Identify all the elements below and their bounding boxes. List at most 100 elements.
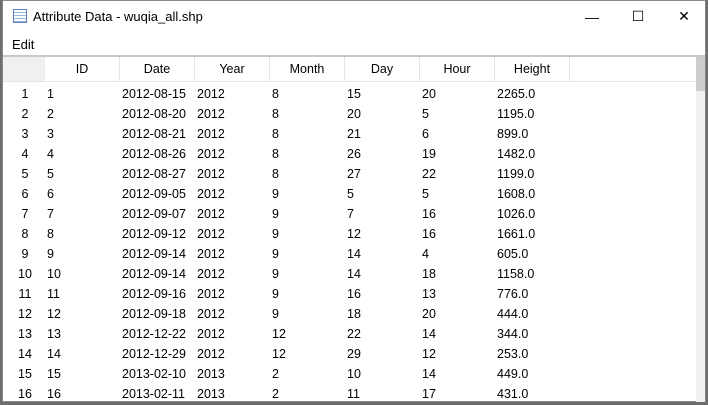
cell-month[interactable]: 8 <box>272 127 279 141</box>
cell-height[interactable]: 431.0 <box>497 387 529 401</box>
vertical-scrollbar[interactable] <box>696 57 705 402</box>
cell-date[interactable]: 2012-09-14 <box>122 267 186 281</box>
table-row[interactable]: 9 9 2012-09-14 2012 9 14 4 605.0 <box>3 244 697 264</box>
row-number[interactable]: 3 <box>21 127 29 141</box>
cell-height[interactable]: 776.0 <box>497 287 529 301</box>
table-row[interactable]: 15 15 2013-02-10 2013 2 10 14 449.0 <box>3 364 697 384</box>
cell-id[interactable]: 1 <box>47 87 54 101</box>
cell-id[interactable]: 13 <box>47 327 61 341</box>
cell-date[interactable]: 2013-02-11 <box>122 387 186 401</box>
row-number[interactable]: 15 <box>18 367 32 381</box>
table-row[interactable]: 16 16 2013-02-11 2013 2 11 17 431.0 <box>3 384 697 402</box>
cell-date[interactable]: 2012-08-27 <box>122 167 186 181</box>
cell-year[interactable]: 2012 <box>197 327 225 341</box>
cell-month[interactable]: 12 <box>272 327 286 341</box>
cell-year[interactable]: 2012 <box>197 307 225 321</box>
cell-day[interactable]: 10 <box>347 367 361 381</box>
row-number[interactable]: 14 <box>18 347 32 361</box>
row-number[interactable]: 8 <box>21 227 29 241</box>
menu-edit[interactable]: Edit <box>12 37 35 52</box>
cell-id[interactable]: 6 <box>47 187 54 201</box>
cell-id[interactable]: 14 <box>47 347 61 361</box>
cell-month[interactable]: 12 <box>272 347 286 361</box>
cell-hour[interactable]: 20 <box>422 87 436 101</box>
cell-id[interactable]: 4 <box>47 147 54 161</box>
table-row[interactable]: 1 1 2012-08-15 2012 8 15 20 2265.0 <box>3 84 697 104</box>
cell-day[interactable]: 14 <box>347 247 361 261</box>
cell-hour[interactable]: 5 <box>422 107 429 121</box>
column-header-month[interactable]: Month <box>270 57 345 81</box>
cell-month[interactable]: 8 <box>272 147 279 161</box>
cell-hour[interactable]: 6 <box>422 127 429 141</box>
column-header-hour[interactable]: Hour <box>420 57 495 81</box>
cell-id[interactable]: 7 <box>47 207 54 221</box>
row-number[interactable]: 2 <box>21 107 29 121</box>
cell-month[interactable]: 9 <box>272 247 279 261</box>
cell-hour[interactable]: 18 <box>422 267 436 281</box>
cell-day[interactable]: 11 <box>347 387 360 401</box>
cell-day[interactable]: 5 <box>347 187 354 201</box>
cell-date[interactable]: 2012-09-14 <box>122 247 186 261</box>
minimize-button[interactable]: — <box>585 8 599 25</box>
row-number[interactable]: 1 <box>21 87 29 101</box>
cell-hour[interactable]: 14 <box>422 367 436 381</box>
cell-month[interactable]: 9 <box>272 287 279 301</box>
cell-hour[interactable]: 14 <box>422 327 436 341</box>
cell-date[interactable]: 2013-02-10 <box>122 367 186 381</box>
cell-height[interactable]: 444.0 <box>497 307 529 321</box>
column-header-day[interactable]: Day <box>345 57 420 81</box>
cell-hour[interactable]: 12 <box>422 347 436 361</box>
cell-year[interactable]: 2012 <box>197 187 225 201</box>
column-header-id[interactable]: ID <box>45 57 120 81</box>
row-number[interactable]: 7 <box>21 207 29 221</box>
cell-date[interactable]: 2012-09-18 <box>122 307 186 321</box>
cell-day[interactable]: 27 <box>347 167 361 181</box>
cell-height[interactable]: 344.0 <box>497 327 529 341</box>
row-number[interactable]: 5 <box>21 167 29 181</box>
cell-hour[interactable]: 13 <box>422 287 436 301</box>
close-button[interactable]: ✕ <box>678 8 690 24</box>
header-corner[interactable] <box>3 57 45 81</box>
cell-hour[interactable]: 16 <box>422 227 436 241</box>
cell-month[interactable]: 8 <box>272 107 279 121</box>
table-row[interactable]: 13 13 2012-12-22 2012 12 22 14 344.0 <box>3 324 697 344</box>
cell-height[interactable]: 1661.0 <box>497 227 536 241</box>
table-row[interactable]: 14 14 2012-12-29 2012 12 29 12 253.0 <box>3 344 697 364</box>
scrollbar-thumb[interactable] <box>696 57 705 91</box>
cell-date[interactable]: 2012-12-29 <box>122 347 186 361</box>
table-row[interactable]: 12 12 2012-09-18 2012 9 18 20 444.0 <box>3 304 697 324</box>
cell-month[interactable]: 9 <box>272 187 279 201</box>
cell-hour[interactable]: 17 <box>422 387 436 401</box>
cell-day[interactable]: 15 <box>347 87 361 101</box>
cell-id[interactable]: 11 <box>47 287 60 301</box>
table-row[interactable]: 11 11 2012-09-16 2012 9 16 13 776.0 <box>3 284 697 304</box>
table-row[interactable]: 6 6 2012-09-05 2012 9 5 5 1608.0 <box>3 184 697 204</box>
cell-month[interactable]: 9 <box>272 267 279 281</box>
cell-month[interactable]: 2 <box>272 387 279 401</box>
cell-height[interactable]: 1195.0 <box>497 107 535 121</box>
cell-day[interactable]: 20 <box>347 107 361 121</box>
cell-height[interactable]: 1026.0 <box>497 207 536 221</box>
cell-month[interactable]: 9 <box>272 207 279 221</box>
cell-date[interactable]: 2012-08-15 <box>122 87 186 101</box>
row-number[interactable]: 13 <box>18 327 32 341</box>
cell-day[interactable]: 7 <box>347 207 354 221</box>
table-row[interactable]: 2 2 2012-08-20 2012 8 20 5 1195.0 <box>3 104 697 124</box>
cell-year[interactable]: 2012 <box>197 267 225 281</box>
table-row[interactable]: 8 8 2012-09-12 2012 9 12 16 1661.0 <box>3 224 697 244</box>
cell-id[interactable]: 9 <box>47 247 54 261</box>
cell-id[interactable]: 16 <box>47 387 61 401</box>
cell-year[interactable]: 2012 <box>197 347 225 361</box>
cell-hour[interactable]: 19 <box>422 147 436 161</box>
cell-date[interactable]: 2012-08-20 <box>122 107 186 121</box>
cell-month[interactable]: 8 <box>272 87 279 101</box>
cell-height[interactable]: 1199.0 <box>497 167 535 181</box>
cell-hour[interactable]: 4 <box>422 247 429 261</box>
cell-date[interactable]: 2012-09-07 <box>122 207 186 221</box>
row-number[interactable]: 12 <box>18 307 32 321</box>
row-number[interactable]: 9 <box>21 247 29 261</box>
cell-day[interactable]: 22 <box>347 327 361 341</box>
cell-year[interactable]: 2012 <box>197 287 225 301</box>
table-row[interactable]: 5 5 2012-08-27 2012 8 27 22 1199.0 <box>3 164 697 184</box>
cell-id[interactable]: 5 <box>47 167 54 181</box>
